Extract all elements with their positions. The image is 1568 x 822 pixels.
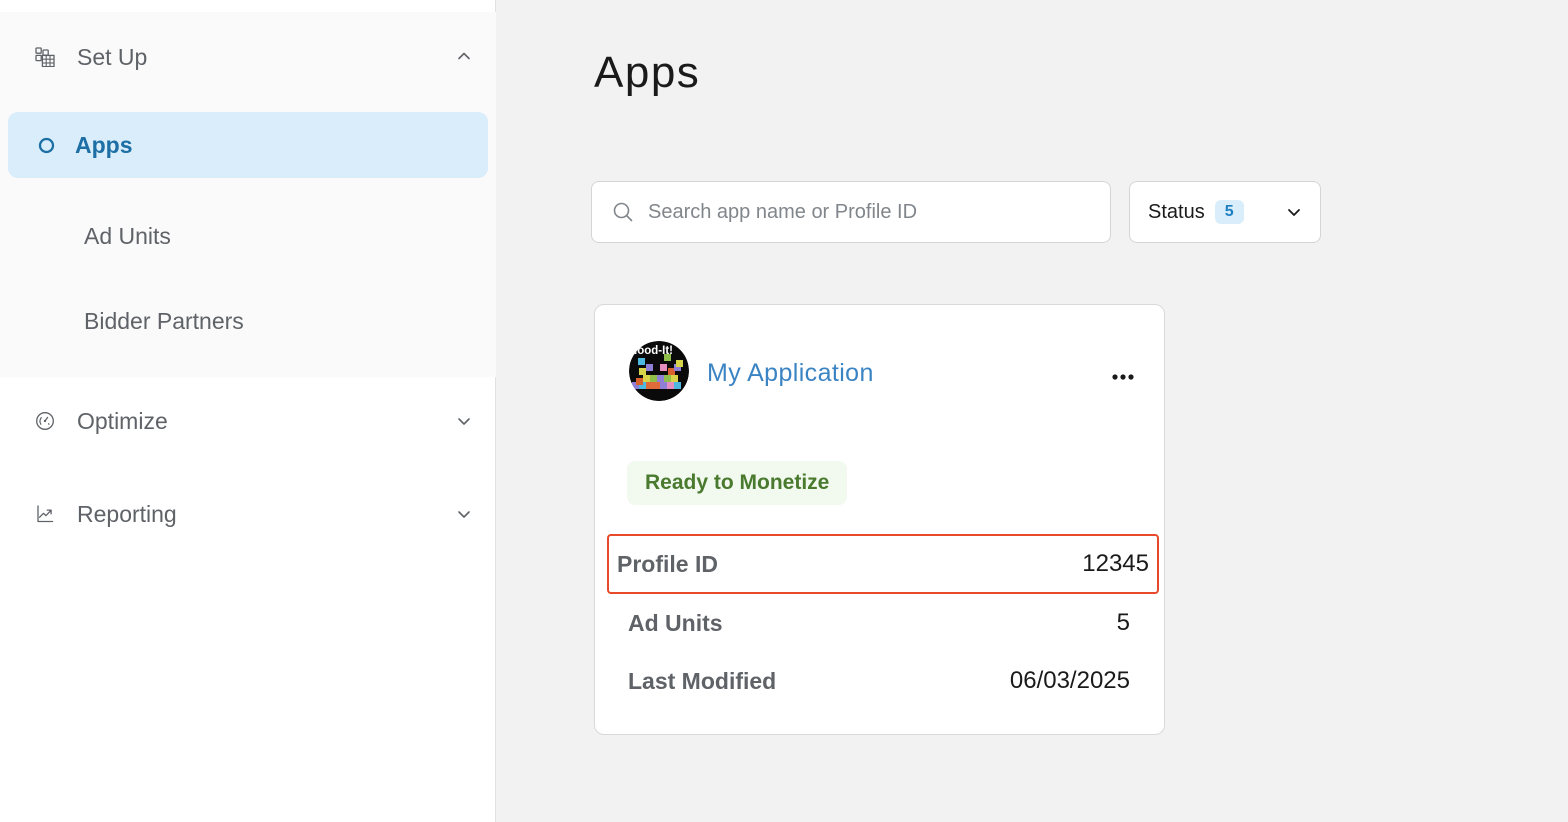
svg-text:Flood-It!: Flood-It!: [629, 345, 673, 357]
